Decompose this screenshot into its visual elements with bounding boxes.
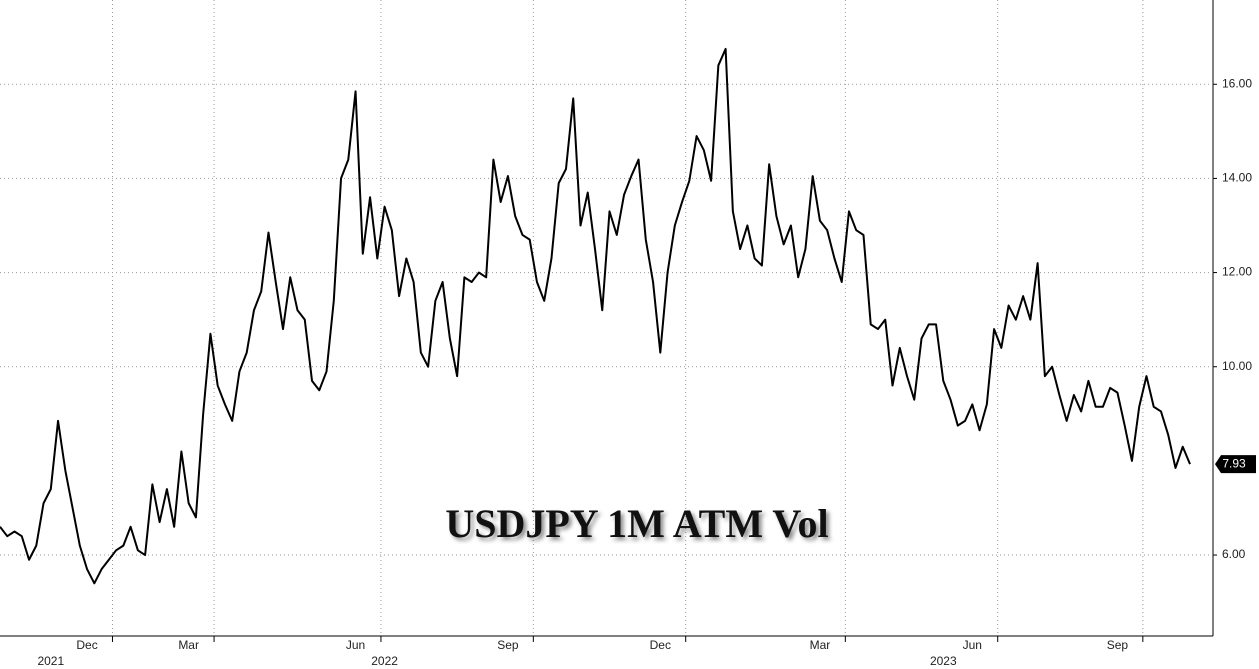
x-tick-label: Dec bbox=[650, 638, 671, 652]
series-line bbox=[0, 47, 1191, 585]
x-tick-label: Jun bbox=[346, 638, 365, 652]
x-tick-label: Sep bbox=[497, 638, 519, 652]
x-tick-label: Jun bbox=[963, 638, 982, 652]
x-tick-label: Mar bbox=[810, 638, 831, 652]
x-tick-label: Sep bbox=[1107, 638, 1129, 652]
y-tick-label: 6.00 bbox=[1222, 547, 1246, 561]
last-value-box bbox=[1215, 455, 1256, 474]
x-tick-label: Mar bbox=[178, 638, 199, 652]
x-tick-label: Dec bbox=[76, 638, 97, 652]
last-value-label: 7.93 bbox=[1222, 456, 1246, 470]
x-year-label: 2023 bbox=[930, 654, 957, 668]
y-tick-label: 12.00 bbox=[1222, 265, 1252, 279]
x-year-label: 2021 bbox=[37, 654, 64, 668]
y-tick-label: 16.00 bbox=[1222, 76, 1252, 90]
y-tick-label: 10.00 bbox=[1222, 359, 1252, 373]
y-tick-label: 14.00 bbox=[1222, 171, 1252, 185]
x-year-label: 2022 bbox=[371, 654, 398, 668]
chart-title: USDJPY 1M ATM Vol bbox=[445, 501, 828, 546]
